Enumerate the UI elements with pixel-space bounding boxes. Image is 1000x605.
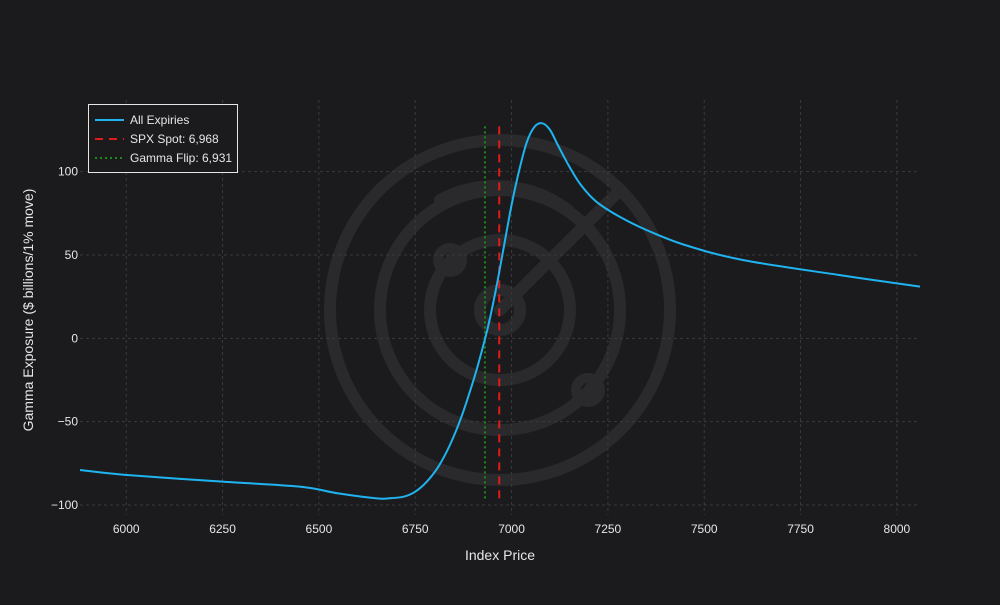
x-tick-label: 7500 xyxy=(691,522,718,536)
legend[interactable]: All Expiries SPX Spot: 6,968 Gamma Flip: 6… xyxy=(88,104,238,173)
y-tick-label: −100 xyxy=(51,498,78,512)
x-tick-label: 6000 xyxy=(113,522,140,536)
y-axis-label: Gamma Exposure ($ billions/1% move) xyxy=(20,189,36,432)
legend-item[interactable]: All Expiries xyxy=(95,113,189,127)
y-tick-label: 0 xyxy=(71,331,78,345)
legend-item[interactable]: SPX Spot: 6,968 xyxy=(95,132,219,146)
x-tick-label: 7250 xyxy=(595,522,622,536)
legend-item[interactable]: Gamma Flip: 6,931 xyxy=(95,151,232,165)
x-tick-label: 6750 xyxy=(402,522,429,536)
legend-label: Gamma Flip: 6,931 xyxy=(130,151,232,165)
legend-label: All Expiries xyxy=(130,113,189,127)
x-tick-label: 7750 xyxy=(787,522,814,536)
x-axis-ticks: 6000 6250 6500 6750 7000 7250 7500 7750 8000 xyxy=(113,522,911,536)
series-all-expiries-line xyxy=(79,122,921,500)
x-tick-label: 8000 xyxy=(884,522,911,536)
y-tick-label: 100 xyxy=(58,165,78,179)
x-axis-label: Index Price xyxy=(465,547,535,563)
x-tick-label: 6250 xyxy=(209,522,236,536)
y-tick-label: 50 xyxy=(65,248,79,262)
series-layer xyxy=(79,122,921,500)
x-tick-label: 7000 xyxy=(498,522,525,536)
legend-label: SPX Spot: 6,968 xyxy=(130,132,219,146)
y-axis-ticks: −100 −50 0 50 100 xyxy=(51,165,78,512)
x-tick-label: 6500 xyxy=(306,522,333,536)
y-tick-label: −50 xyxy=(58,415,79,429)
